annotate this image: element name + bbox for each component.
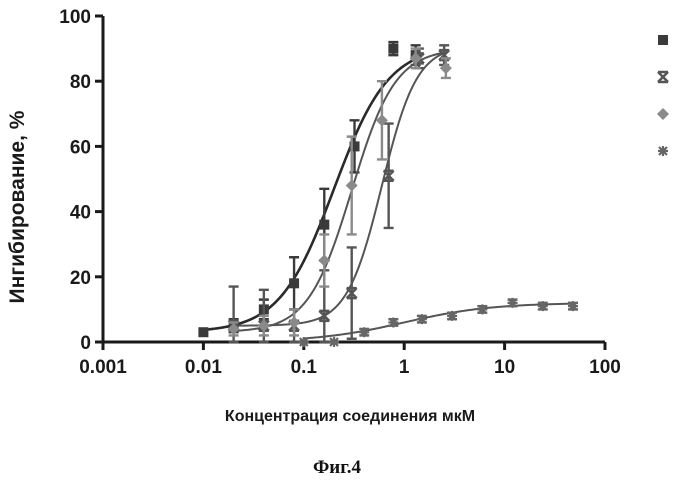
- data-point: [567, 301, 578, 312]
- data-point: [439, 62, 452, 75]
- data-point: [438, 48, 451, 62]
- data-point: [227, 322, 240, 335]
- data-point: [345, 179, 358, 192]
- series-x: [227, 44, 451, 344]
- x-tick-label: 0.01: [185, 357, 222, 378]
- x-tick-label: 100: [589, 357, 621, 378]
- legend-marker-diamond: [657, 108, 669, 120]
- y-tick-label: 100: [59, 7, 91, 28]
- data-point: [477, 304, 488, 315]
- x-axis-label: Концентрация соединения мкМ: [225, 408, 475, 425]
- data-point: [288, 316, 301, 329]
- series-diamond: [227, 47, 452, 337]
- fit-curve: [233, 52, 445, 327]
- series-layer: [198, 40, 578, 347]
- data-point: [388, 43, 399, 54]
- legend: [657, 35, 669, 156]
- x-tick-label: 0.001: [79, 357, 127, 378]
- data-point: [298, 337, 309, 347]
- figure-caption: Фиг.4: [313, 457, 362, 478]
- x-tick-label: 1: [399, 357, 410, 378]
- data-point: [537, 301, 548, 312]
- y-tick-label: 60: [70, 137, 91, 158]
- data-point: [319, 219, 330, 230]
- data-point: [416, 314, 427, 325]
- data-point: [388, 317, 399, 328]
- data-point: [318, 254, 331, 267]
- y-tick-label: 80: [70, 72, 91, 93]
- y-tick-label: 40: [70, 203, 91, 224]
- legend-marker-square: [658, 35, 668, 45]
- data-point: [198, 327, 209, 338]
- x-tick-label: 10: [494, 357, 515, 378]
- legend-marker-x: [657, 70, 669, 84]
- data-point: [359, 327, 370, 338]
- data-point: [447, 310, 458, 321]
- data-point: [345, 286, 358, 300]
- axes: 0 20 40 60 80 100 0.001 0.01 0.1 1 10 100: [59, 7, 621, 378]
- series-star: [298, 297, 578, 347]
- x-tick-label: 0.1: [291, 357, 318, 378]
- data-point: [257, 319, 270, 332]
- y-tick-label: 0: [80, 333, 91, 354]
- data-point: [349, 141, 360, 152]
- data-point: [329, 337, 340, 347]
- legend-marker-star: [658, 146, 668, 156]
- series-square: [198, 40, 421, 338]
- data-point: [507, 297, 518, 308]
- fit-curve: [303, 302, 574, 340]
- data-point: [382, 169, 395, 182]
- y-tick-label: 20: [70, 268, 91, 289]
- data-point: [409, 52, 422, 65]
- fit-curve: [203, 57, 417, 332]
- y-axis-label: Ингибирование, %: [6, 110, 29, 303]
- data-point: [375, 114, 388, 127]
- data-point: [289, 278, 300, 289]
- data-point: [318, 309, 331, 323]
